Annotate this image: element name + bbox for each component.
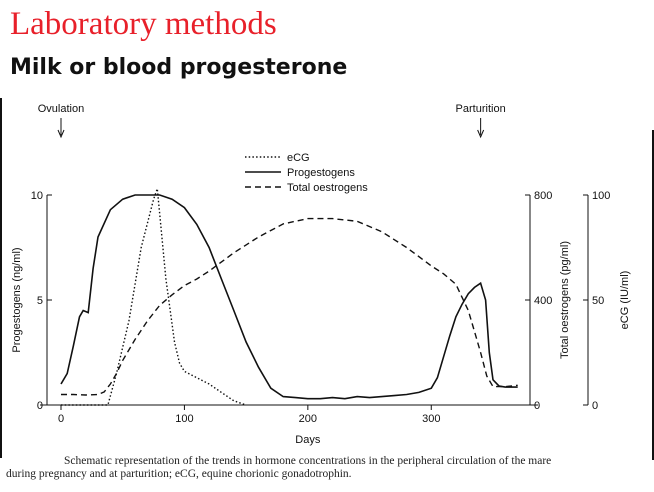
left-axis-label: Progestogens (ng/ml) bbox=[11, 247, 23, 352]
right-2-tick-label: 100 bbox=[592, 190, 610, 202]
series-line-total-oestrogens bbox=[61, 217, 518, 396]
left-tick-label: 5 bbox=[37, 295, 43, 307]
x-axis-label: Days bbox=[295, 434, 321, 446]
figure-caption: Schematic representation of the trends i… bbox=[6, 455, 646, 481]
left-tick-label: 10 bbox=[31, 190, 43, 202]
legend-label: Total oestrogens bbox=[287, 182, 368, 194]
right-2-tick-label: 0 bbox=[592, 400, 598, 412]
annotation-arrow-head bbox=[57, 129, 65, 139]
chart-legend: eCG Progestogens Total oestrogens bbox=[245, 152, 368, 194]
left-border-line bbox=[0, 98, 2, 458]
caption-line-2: during pregnancy and at parturition; eCG… bbox=[6, 468, 352, 480]
slide-subtitle: Milk or blood progesterone bbox=[10, 55, 348, 80]
annotation-arrow-head bbox=[477, 129, 485, 139]
x-tick-label: 300 bbox=[422, 413, 440, 425]
right-2-tick-label: 50 bbox=[592, 295, 604, 307]
chart-axes: 0 100 200 300 Days 0 5 10 Progestogens (ng/ml) 0 4… bbox=[11, 103, 631, 446]
right-axis-1-label: Total oestrogens (pg/ml) bbox=[559, 241, 571, 359]
left-tick-label: 0 bbox=[37, 400, 43, 412]
right-1-tick-label: 0 bbox=[534, 400, 540, 412]
legend-label: Progestogens bbox=[287, 167, 355, 179]
x-tick-label: 200 bbox=[299, 413, 317, 425]
chart-series bbox=[60, 188, 518, 406]
legend-label: eCG bbox=[287, 152, 310, 164]
series-line-progestogens bbox=[60, 194, 518, 400]
annotation-label: Parturition bbox=[456, 103, 506, 115]
right-border-line bbox=[652, 130, 654, 460]
right-1-tick-label: 800 bbox=[534, 190, 552, 202]
x-tick-label: 100 bbox=[175, 413, 193, 425]
hormone-chart: 0 100 200 300 Days 0 5 10 Progestogens (ng/ml) 0 4… bbox=[11, 103, 631, 446]
caption-line-1: Schematic representation of the trends i… bbox=[64, 455, 552, 467]
right-axis-2-label: eCG (IU/ml) bbox=[619, 271, 631, 330]
slide-title: Laboratory methods bbox=[10, 6, 277, 42]
right-1-tick-label: 400 bbox=[534, 295, 552, 307]
annotation-label: Ovulation bbox=[38, 103, 84, 115]
x-tick-label: 0 bbox=[58, 413, 64, 425]
series-line-ecg bbox=[61, 188, 247, 406]
